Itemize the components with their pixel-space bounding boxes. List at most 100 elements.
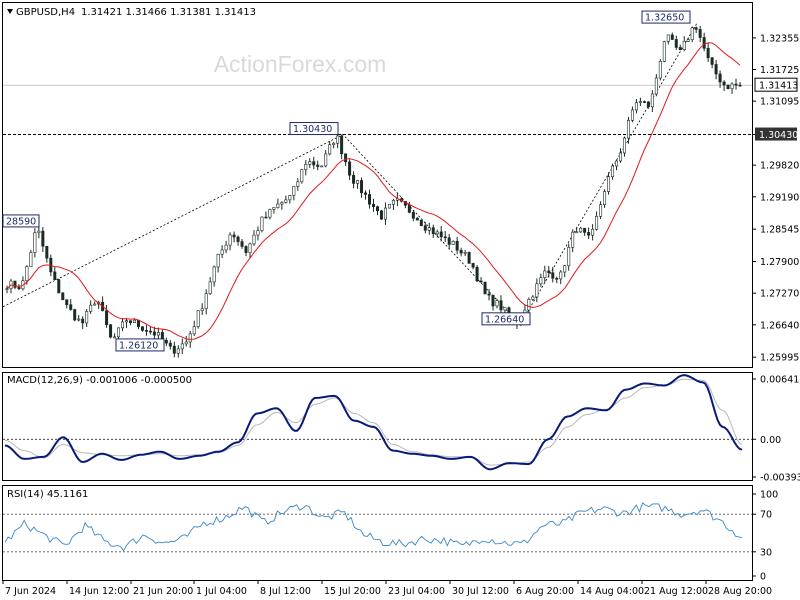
candle-body [479, 280, 483, 283]
candle-body [734, 83, 738, 86]
candle-body [423, 225, 427, 231]
candle-body [435, 231, 439, 235]
candle-body [427, 227, 431, 231]
candle-body [272, 207, 276, 210]
macd-signal-line [4, 378, 743, 466]
candle-body [674, 39, 678, 48]
candle-body [252, 234, 256, 245]
candle-body [547, 270, 551, 274]
candle-body [268, 209, 272, 218]
candle-body [714, 64, 718, 75]
candle-body [718, 73, 722, 83]
candle-body [411, 212, 415, 219]
candle-body [148, 330, 152, 333]
candle-body [204, 293, 208, 309]
macd-layer [3, 374, 752, 471]
macd-tick-label: 0.006413 [760, 375, 800, 386]
price-tick-label: 1.25995 [760, 353, 799, 364]
candle-body [383, 207, 387, 220]
candle-body [300, 169, 304, 183]
candle-body [415, 217, 419, 221]
macd-title: MACD(12,26,9) -0.001006 -0.000500 [7, 375, 192, 386]
time-tick-label: 15 Jul 20:00 [324, 586, 381, 597]
candle-body [475, 266, 479, 282]
candle-body [188, 333, 192, 343]
candle-body [128, 320, 132, 324]
candle-body [503, 307, 507, 311]
candle-body [344, 153, 348, 163]
candle-body [391, 200, 395, 205]
candle-body [168, 342, 172, 347]
candle-body [646, 101, 650, 108]
candle-body [17, 287, 21, 290]
candle-body [694, 27, 698, 30]
candle-body [57, 279, 61, 294]
candle-body [368, 194, 372, 205]
candle-body [698, 29, 702, 38]
price-tick-label: 1.29820 [760, 161, 799, 172]
candle-body [292, 185, 296, 196]
annotation-box [115, 338, 165, 352]
candle-body [682, 40, 686, 50]
rsi-tick-label: 100 [760, 490, 778, 501]
candle-body [296, 181, 300, 187]
watermark-text: ActionForex.com [214, 51, 387, 77]
candle-body [611, 165, 615, 178]
candle-body [53, 271, 57, 280]
candle-body [686, 39, 690, 42]
dropdown-triangle-icon[interactable] [7, 9, 13, 14]
candle-body [132, 319, 136, 324]
candle-body [364, 192, 368, 195]
candle-body [459, 249, 463, 254]
candle-body [5, 288, 9, 290]
candle-body [65, 299, 69, 306]
candle-body [467, 252, 471, 264]
time-tick-label: 7 Jun 2024 [5, 586, 56, 597]
candle-body [248, 243, 252, 253]
candle-body [559, 271, 563, 280]
candle-body [144, 330, 148, 332]
time-tick-label: 23 Jul 04:00 [388, 586, 445, 597]
candle-body [603, 191, 607, 205]
candle-body [587, 232, 591, 236]
candle-body [690, 27, 694, 41]
candle-body [25, 266, 29, 281]
candle-body [710, 57, 714, 65]
candle-body [256, 230, 260, 236]
candle-body [551, 272, 555, 279]
rsi-tick-label: 70 [760, 510, 772, 521]
rsi-line [4, 502, 743, 552]
candle-body [439, 231, 443, 238]
macd-tick-label: -0.003938 [760, 473, 800, 484]
candle-body [634, 102, 638, 111]
candle-body [591, 228, 595, 236]
candle-body [471, 263, 475, 268]
rsi-title: RSI(14) 45.1161 [7, 489, 88, 500]
candle-body [527, 299, 531, 311]
candle-body [280, 202, 284, 205]
candle-body [121, 321, 125, 329]
axes-layer: 1.32355 1.31725 1.31095 1.29820 1.29190 1.285… [2, 33, 800, 597]
candle-body [622, 137, 626, 154]
annotation-box [2, 214, 40, 228]
rsi-layer [3, 502, 752, 553]
candle-body [117, 327, 121, 338]
current-price-box [754, 77, 798, 92]
candle-body [407, 204, 411, 213]
candle-body [706, 48, 710, 59]
candle-body [579, 227, 583, 233]
price-tick-label: 1.31725 [760, 65, 799, 76]
rsi-panel-frame [2, 485, 753, 581]
candle-body [308, 161, 312, 165]
candle-body [463, 252, 467, 254]
candle-body [615, 160, 619, 167]
candle-body [662, 41, 666, 62]
candle-body [360, 180, 364, 194]
current-price-text: 1.31413 [759, 81, 798, 92]
candle-body [499, 300, 503, 311]
candle-body [575, 231, 579, 234]
level-label-box [755, 127, 797, 141]
rsi-tick-label: 0 [760, 572, 766, 583]
